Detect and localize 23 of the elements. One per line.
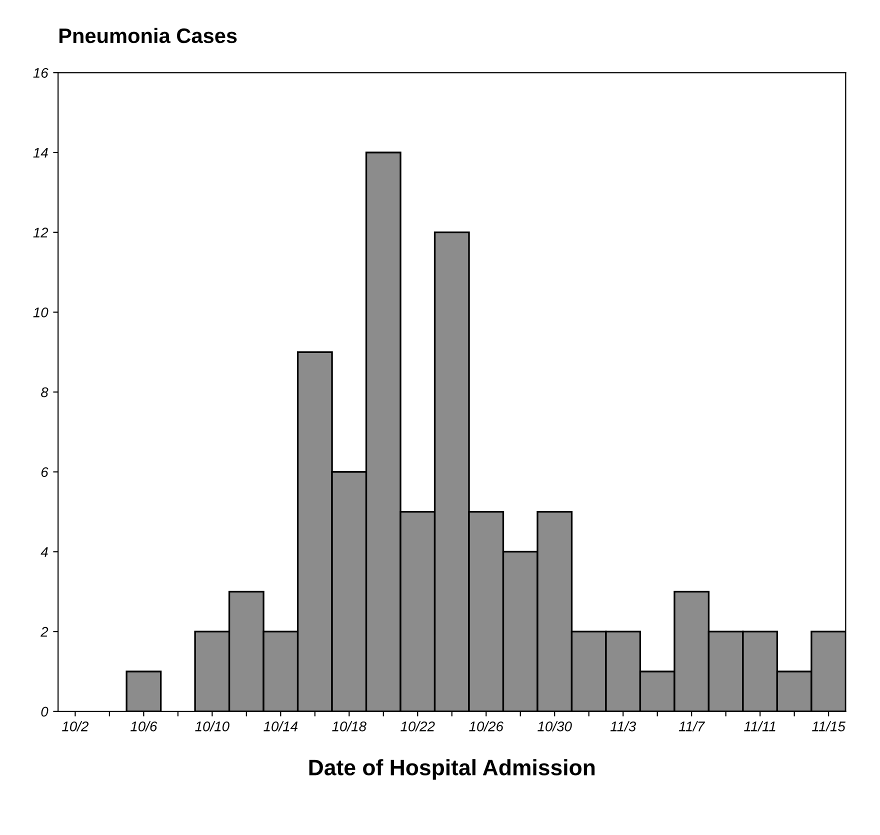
x-tick-label: 11/7 xyxy=(678,721,706,732)
x-tick-label: 10/10 xyxy=(195,721,230,732)
x-tick-label: 10/30 xyxy=(538,721,572,732)
y-tick-label: 8 xyxy=(41,387,48,398)
chart-title: Pneumonia Cases xyxy=(59,28,237,44)
y-tick-label: 0 xyxy=(41,706,48,717)
x-tick-label: 10/6 xyxy=(130,721,158,732)
x-tick-label: 10/26 xyxy=(469,721,504,732)
y-tick-label: 2 xyxy=(40,626,48,637)
x-tick-label: 11/15 xyxy=(812,721,846,732)
x-tick-label: 11/11 xyxy=(744,721,776,732)
x-axis-title: Date of Hospital Admission xyxy=(309,759,595,780)
x-tick-label: 10/18 xyxy=(332,721,366,732)
y-tick-label: 16 xyxy=(33,68,48,78)
x-tick-label: 10/2 xyxy=(62,721,89,732)
y-tick-label: 12 xyxy=(33,228,48,238)
y-tick-label: 14 xyxy=(33,148,48,158)
y-tick-label: 6 xyxy=(41,467,48,478)
x-tick-label: 10/22 xyxy=(400,721,435,732)
x-tick-label: 10/14 xyxy=(264,721,298,732)
y-tick-label: 10 xyxy=(33,308,48,318)
y-tick-label: 4 xyxy=(40,547,48,557)
x-tick-label: 11/3 xyxy=(610,721,636,732)
